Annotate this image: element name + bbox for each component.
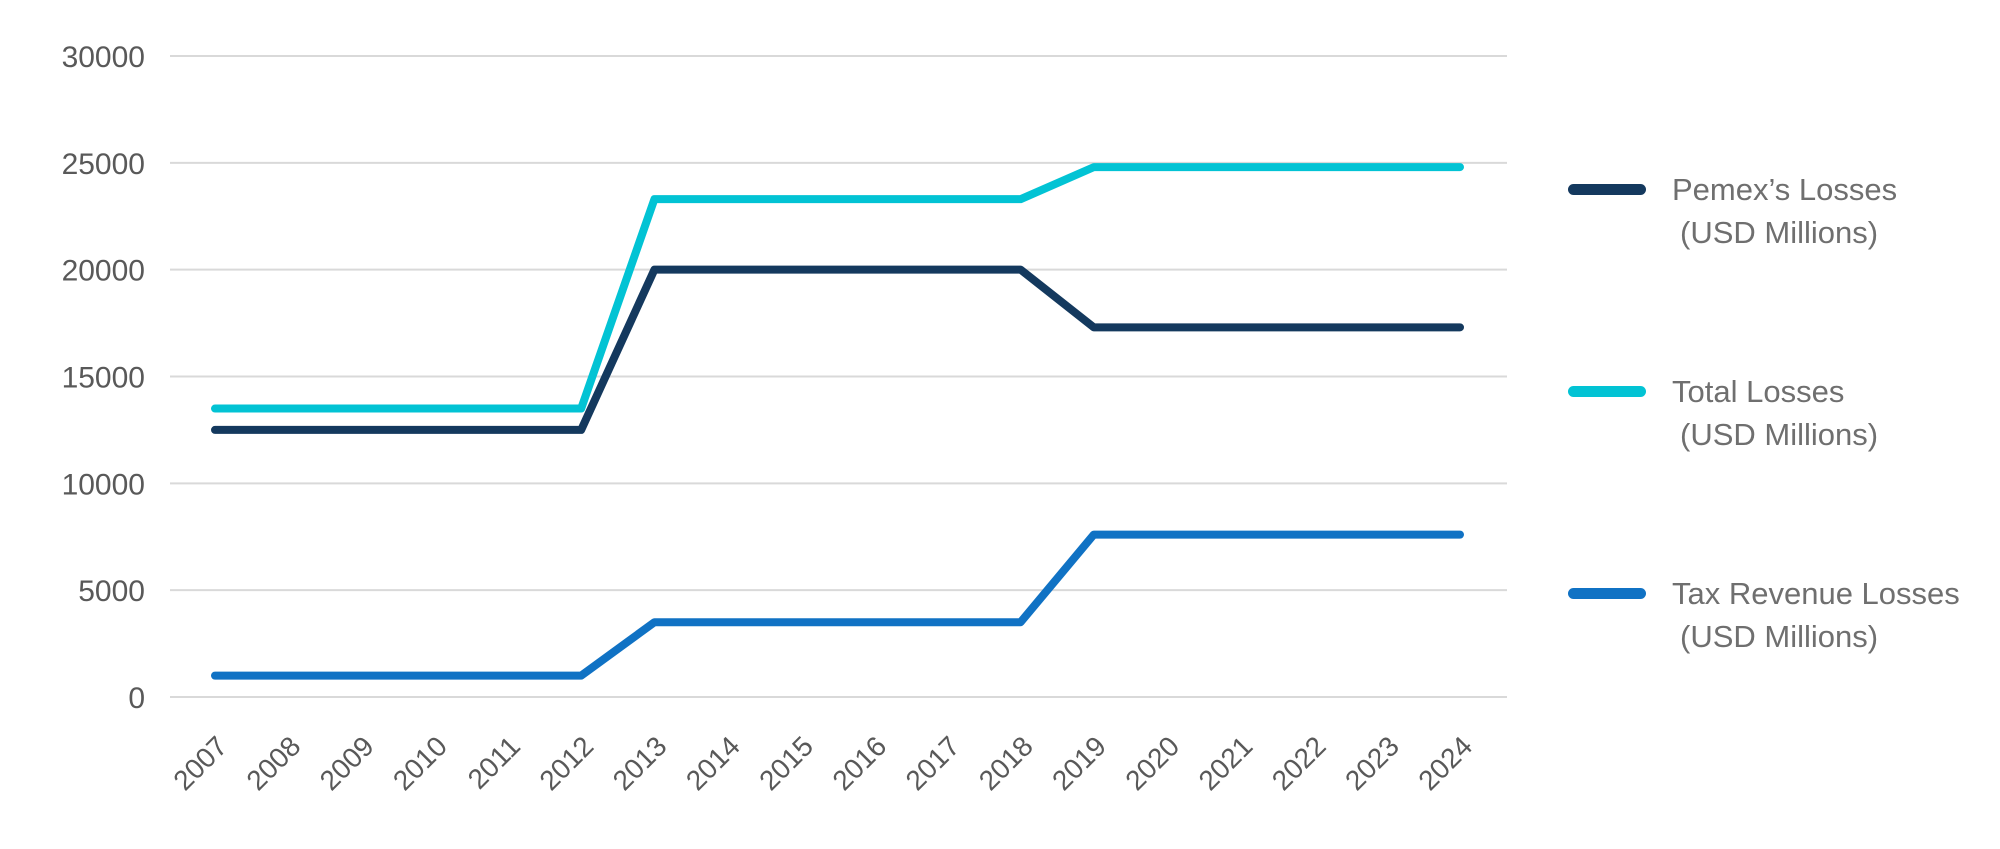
x-axis-tick-label: 2018	[973, 730, 1039, 796]
chart-legend: Pemex’s Losses (USD Millions) Total Losses…	[1568, 168, 1960, 658]
y-axis-tick-label: 10000	[62, 468, 145, 501]
y-axis-tick-label: 15000	[62, 362, 145, 395]
x-axis-tick-label: 2007	[167, 730, 233, 796]
x-axis-tick-label: 2011	[462, 730, 527, 795]
series-line-pemex-s-losses	[211, 265, 1464, 434]
legend-entry-total-losses: Total Losses (USD Millions)	[1568, 370, 1960, 456]
legend-unit-label: (USD Millions)	[1680, 619, 1879, 654]
x-axis-tick-label: 2012	[533, 730, 599, 796]
legend-entry-pemex-s-losses: Pemex’s Losses (USD Millions)	[1568, 168, 1960, 254]
y-axis-tick-label: 5000	[78, 575, 145, 608]
y-axis-tick-label: 30000	[62, 41, 145, 74]
x-axis-tick-label: 2023	[1339, 730, 1405, 796]
x-axis-tick-label: 2010	[387, 730, 453, 796]
y-axis-tick-label: 0	[128, 682, 145, 715]
x-axis-tick-label: 2019	[1046, 730, 1112, 796]
y-axis-tick-label: 25000	[62, 148, 145, 181]
legend-unit-label: (USD Millions)	[1680, 215, 1879, 250]
legend-unit-label: (USD Millions)	[1680, 417, 1879, 452]
legend-label: Total Losses	[1672, 374, 1845, 409]
legend-label: Pemex’s Losses	[1672, 172, 1898, 207]
legend-swatch-total-losses	[1568, 386, 1646, 397]
x-axis-tick-label: 2020	[1119, 730, 1185, 796]
x-axis-tick-label: 2013	[607, 730, 673, 796]
x-axis-tick-label: 2008	[241, 730, 307, 796]
x-axis-tick-label: 2015	[753, 730, 819, 796]
x-axis-tick-label: 2022	[1266, 730, 1332, 796]
x-axis-tick-label: 2016	[826, 730, 892, 796]
x-axis-tick-label: 2009	[314, 730, 380, 796]
x-axis-tick-label: 2017	[900, 730, 966, 796]
legend-swatch-tax-revenue-losses	[1568, 588, 1646, 599]
series-line-tax-revenue-losses	[211, 530, 1464, 680]
x-axis-tick-label: 2024	[1412, 730, 1478, 796]
series-line-total-losses	[211, 163, 1464, 413]
y-axis-tick-label: 20000	[62, 255, 145, 288]
legend-label: Tax Revenue Losses	[1672, 576, 1960, 611]
legend-swatch-pemex-s-losses	[1568, 184, 1646, 195]
legend-entry-tax-revenue-losses: Tax Revenue Losses (USD Millions)	[1568, 572, 1960, 658]
x-axis-tick-label: 2021	[1193, 730, 1259, 796]
x-axis-tick-label: 2014	[680, 730, 746, 796]
